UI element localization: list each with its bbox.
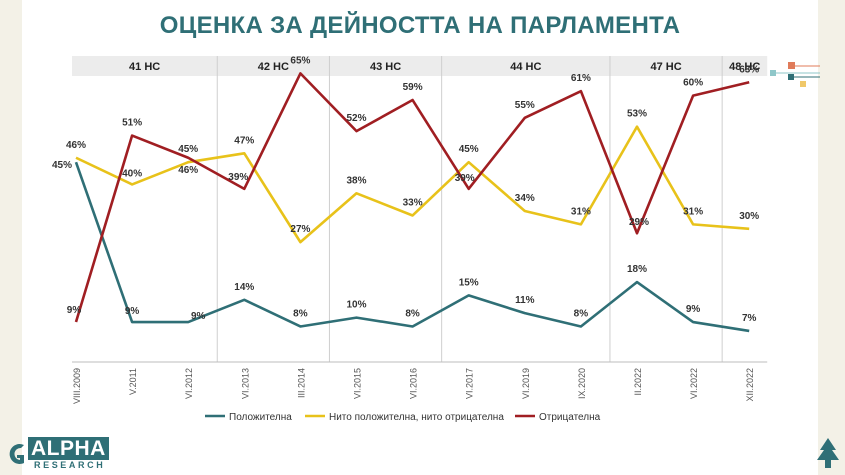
data-label-positive: 7%: [742, 313, 757, 324]
data-label-negative: 61%: [571, 73, 591, 84]
logo-text: ALPHA: [28, 437, 109, 460]
slide-panel: [22, 0, 818, 475]
data-label-neutral: 45%: [459, 144, 479, 155]
data-label-positive: 9%: [686, 304, 701, 315]
parliament-band: [72, 56, 768, 76]
legend-label-negative: Отрицателна: [539, 412, 601, 423]
series-line-negative: [74, 72, 750, 323]
decorative-squares-icon: [770, 62, 820, 87]
series-line-positive: [74, 161, 750, 333]
x-tick-label: VI.2015: [353, 368, 363, 399]
x-tick-label: II.2022: [633, 368, 643, 396]
logo-subtext: RESEARCH: [34, 460, 106, 470]
data-label-positive: 8%: [293, 308, 308, 319]
data-label-negative: 63%: [739, 64, 759, 75]
data-label-positive: 11%: [515, 295, 535, 306]
data-label-negative: 46%: [178, 165, 198, 176]
x-tick-label: VIII.2009: [72, 368, 82, 404]
data-label-neutral: 46%: [66, 140, 86, 151]
alpha-research-logo: ALPHA RESEARCH: [4, 437, 134, 473]
parliament-label: 42 НС: [258, 61, 289, 73]
parliament-label: 41 НС: [129, 61, 160, 73]
data-label-negative: 60%: [683, 78, 703, 89]
data-label-positive: 9%: [125, 306, 140, 317]
parliament-label: 47 НС: [650, 61, 681, 73]
data-label-positive: 10%: [346, 300, 366, 311]
x-tick-label: VI.2016: [409, 368, 419, 399]
data-label-negative: 55%: [515, 100, 535, 111]
data-label-negative: 59%: [403, 82, 423, 93]
data-label-positive: 8%: [574, 308, 589, 319]
parliament-label: 44 НС: [510, 61, 541, 73]
data-label-negative: 39%: [228, 172, 248, 183]
x-tick-label: XII.2022: [745, 368, 755, 402]
x-tick-label: IX.2020: [577, 368, 587, 399]
parliament-label: 43 НС: [370, 61, 401, 73]
data-label-negative: 29%: [629, 217, 649, 228]
tree-icon: [817, 438, 839, 468]
data-label-neutral: 47%: [234, 135, 254, 146]
data-label-neutral: 31%: [683, 206, 703, 217]
data-label-positive: 9%: [191, 311, 206, 322]
data-label-positive: 45%: [52, 160, 72, 171]
data-label-neutral: 53%: [627, 109, 647, 120]
data-label-negative: 52%: [346, 113, 366, 124]
x-tick-label: VI.2012: [184, 368, 194, 399]
data-label-neutral: 45%: [178, 144, 198, 155]
data-label-neutral: 31%: [571, 206, 591, 217]
logo-mark-icon: [9, 444, 24, 464]
series-line-neutral: [75, 125, 750, 244]
x-tick-label: III.2014: [296, 368, 306, 398]
legend-label-positive: Положителна: [229, 412, 292, 423]
data-label-positive: 18%: [627, 264, 647, 275]
data-label-negative: 51%: [122, 118, 142, 129]
data-label-negative: 39%: [455, 173, 475, 184]
x-tick-label: VI.2022: [689, 368, 699, 399]
data-label-positive: 14%: [234, 282, 254, 293]
data-label-neutral: 40%: [122, 168, 142, 179]
data-label-neutral: 34%: [515, 193, 535, 204]
data-label-negative: 65%: [290, 55, 310, 66]
legend-label-neutral: Нито положителна, нито отрицателна: [329, 412, 504, 423]
parliament-label: 48 НС: [729, 61, 760, 73]
chart-title: ОЦЕНКА ЗА ДЕЙНОСТТА НА ПАРЛАМЕНТА: [159, 12, 681, 39]
x-tick-label: VI.2019: [521, 368, 531, 399]
x-tick-label: V.2011: [128, 368, 138, 395]
data-label-positive: 15%: [459, 277, 479, 288]
data-label-neutral: 38%: [346, 175, 366, 186]
x-tick-label: VI.2017: [465, 368, 475, 399]
data-label-neutral: 33%: [403, 197, 423, 208]
data-label-neutral: 27%: [290, 224, 310, 235]
data-label-neutral: 30%: [739, 211, 759, 222]
data-label-negative: 9%: [67, 305, 82, 316]
x-tick-label: VI.2013: [240, 368, 250, 399]
data-label-positive: 8%: [405, 308, 420, 319]
